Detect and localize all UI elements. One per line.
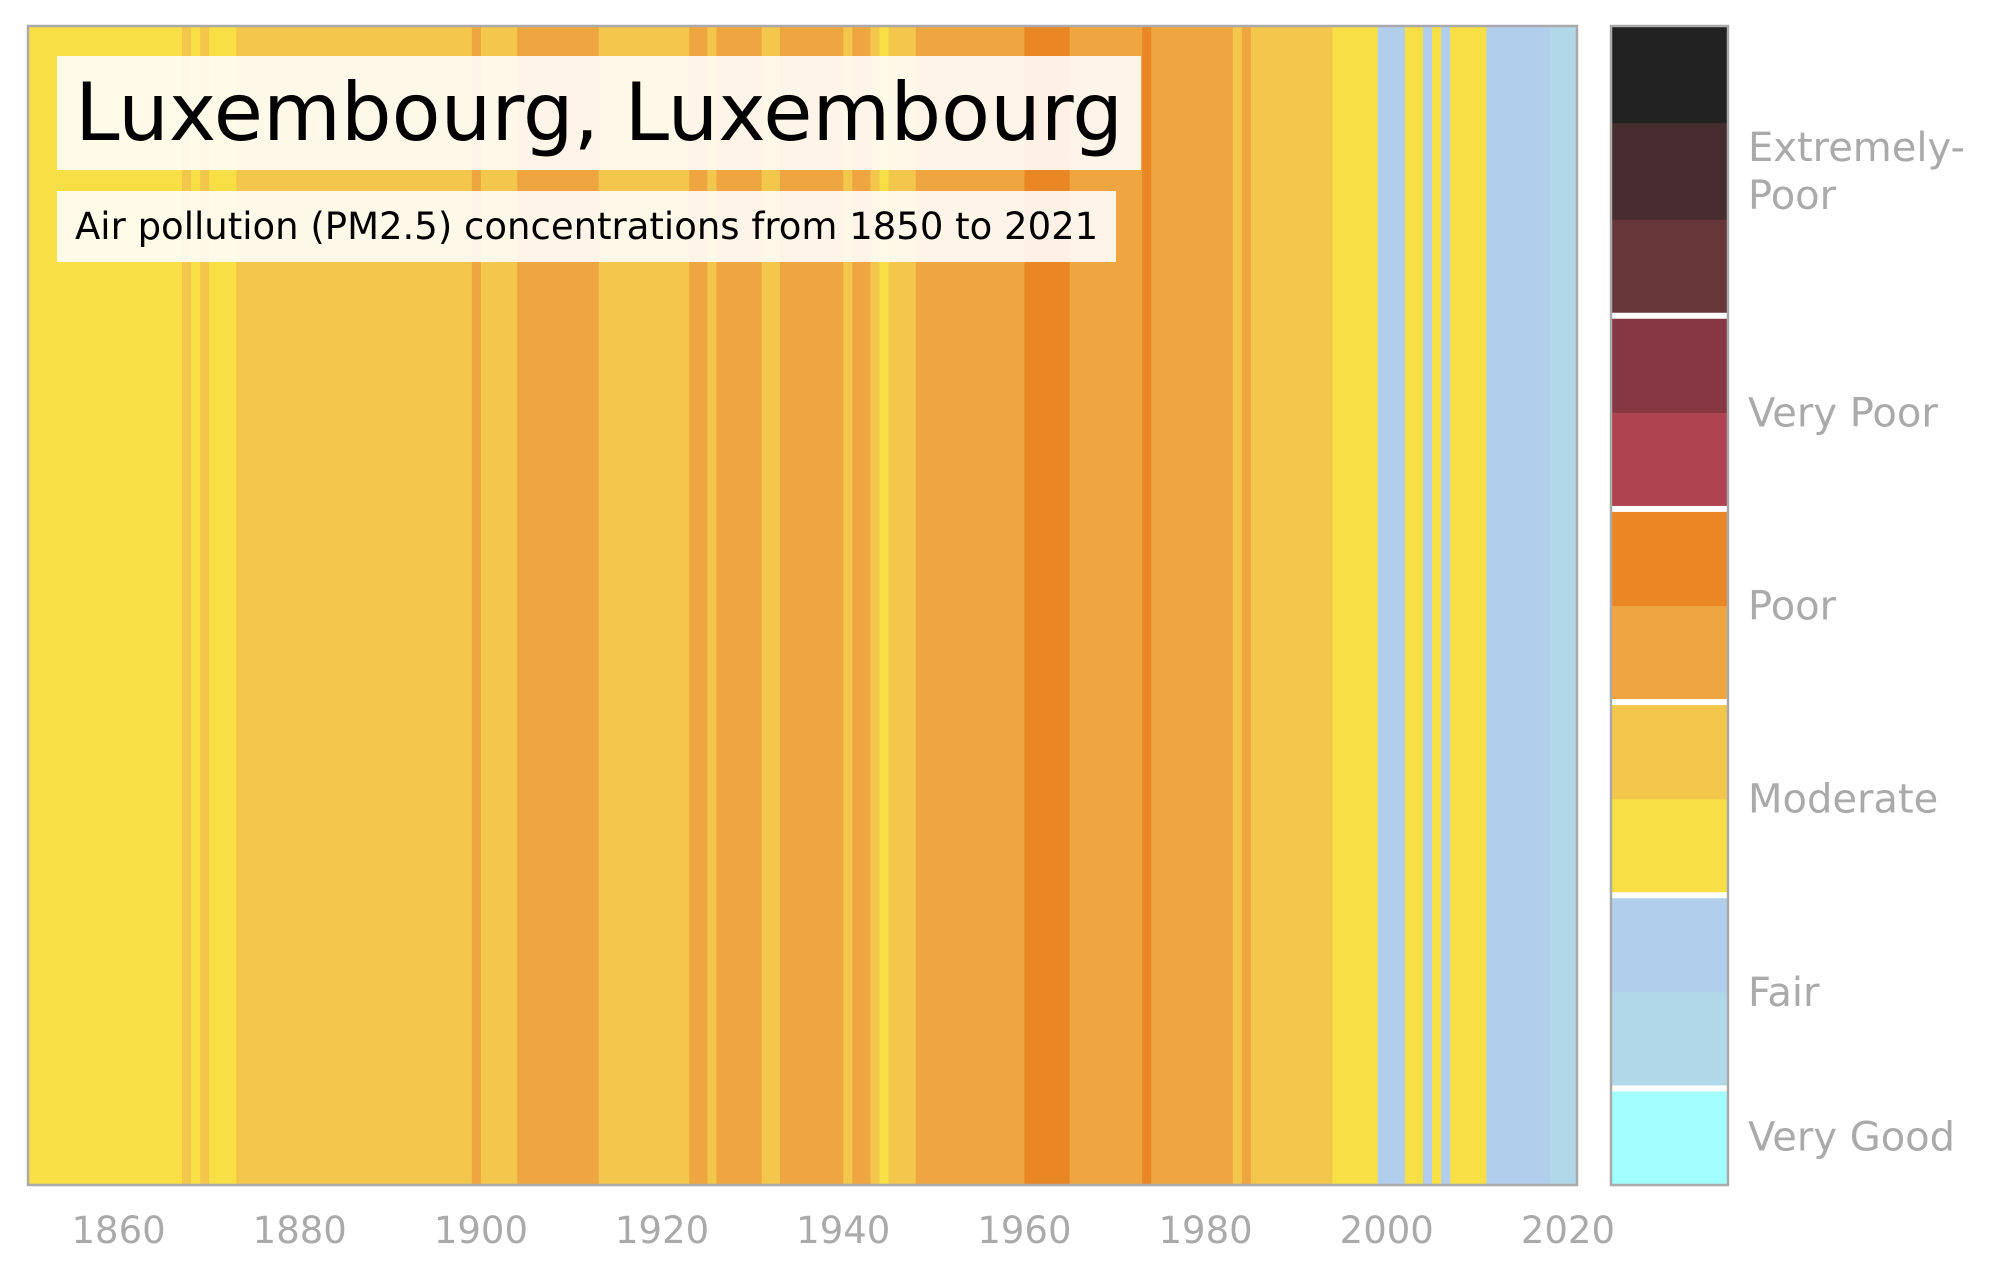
colorbar-cell-5 xyxy=(1611,605,1728,703)
stripe-1985-1994 xyxy=(1250,26,1334,1185)
stripe-1899-1900 xyxy=(471,26,482,1185)
stripe-1867-1868 xyxy=(181,26,192,1185)
stripe-2005-2006 xyxy=(1432,26,1442,1185)
x-tick-label-2000: 2000 xyxy=(1340,1209,1434,1252)
chart-title: Luxembourg, Luxembourg xyxy=(75,66,1124,159)
stripe-1984-1985 xyxy=(1241,26,1252,1185)
x-tick-label-1860: 1860 xyxy=(71,1209,165,1252)
stripe-2011-2018 xyxy=(1486,26,1551,1185)
x-tick-label-1880: 1880 xyxy=(253,1209,347,1252)
subtitle-box: Air pollution (PM2.5) concentrations fro… xyxy=(57,191,1117,262)
colorbar-cell-11 xyxy=(1611,26,1728,124)
colorbar-cell-7 xyxy=(1611,412,1728,510)
x-tick-label-1920: 1920 xyxy=(615,1209,709,1252)
colorbar-cell-0 xyxy=(1611,1088,1728,1186)
stripe-1944-1945 xyxy=(879,26,890,1185)
colorbar-separator-4 xyxy=(1611,505,1728,512)
stripe-1868-1869 xyxy=(191,26,201,1185)
colorbar-frame xyxy=(1609,24,1730,1187)
colorbar-cell-2 xyxy=(1611,895,1728,993)
colorbar-label-extremely-poor: Extremely-Poor xyxy=(1748,125,1965,219)
stripe-2004-2005 xyxy=(1423,26,1433,1185)
colorbar-cell-8 xyxy=(1611,315,1728,413)
stripe-2002-2004 xyxy=(1404,26,1424,1185)
stripe-1983-1984 xyxy=(1232,26,1243,1185)
x-tick-label-2020: 2020 xyxy=(1521,1209,1615,1252)
colorbar-cell-10 xyxy=(1611,122,1728,220)
colorbar-cell-9 xyxy=(1611,219,1728,317)
colorbar-cell-1 xyxy=(1611,991,1728,1090)
colorbar-label-very-poor: Very Poor xyxy=(1748,390,1938,436)
stripe-1994-1999 xyxy=(1332,26,1379,1185)
stripe-2007-2011 xyxy=(1450,26,1488,1185)
stripe-1999-2002 xyxy=(1377,26,1406,1185)
x-tick-label-1940: 1940 xyxy=(796,1209,890,1252)
colorbar-separator-5 xyxy=(1611,312,1728,319)
stripe-2006-2007 xyxy=(1441,26,1451,1185)
x-tick-label-1960: 1960 xyxy=(977,1209,1071,1252)
title-box: Luxembourg, Luxembourg xyxy=(57,56,1142,170)
stripe-1943-1944 xyxy=(870,26,881,1185)
colorbar-cell-4 xyxy=(1611,702,1728,800)
colorbar xyxy=(1611,26,1728,1186)
stripe-1925-1926 xyxy=(707,26,718,1185)
stripe-1931-1933 xyxy=(761,26,781,1185)
colorbar-separator-2 xyxy=(1611,892,1728,899)
colorbar-labels: Very Good Fair Moderate Poor Very Poor Extrem… xyxy=(1748,125,1965,1161)
x-tick-label-1900: 1900 xyxy=(434,1209,528,1252)
stripe-1940-1941 xyxy=(843,26,853,1185)
stripe-1973-1974 xyxy=(1142,26,1152,1185)
chart-subtitle: Air pollution (PM2.5) concentrations fro… xyxy=(75,205,1099,248)
plot-frame xyxy=(26,24,1579,1187)
colorbar-label-moderate: Moderate xyxy=(1748,777,1938,823)
stripe-1974-1983 xyxy=(1151,26,1234,1185)
stripe-1941-1943 xyxy=(852,26,872,1185)
stripe-1869-1870 xyxy=(200,26,210,1185)
colorbar-separator-1 xyxy=(1611,1085,1728,1092)
x-tick-label-1980: 1980 xyxy=(1159,1209,1253,1252)
colorbar-cell-3 xyxy=(1611,798,1728,896)
stripe-2018-2021 xyxy=(1549,26,1578,1185)
colorbar-label-fair: Fair xyxy=(1748,970,1820,1016)
stripe-1923-1925 xyxy=(689,26,708,1185)
colorbar-cell-6 xyxy=(1611,508,1728,607)
colorbar-label-poor: Poor xyxy=(1748,584,1837,630)
colorbar-separator-3 xyxy=(1611,699,1728,706)
x-axis-ticks: 1860 1880 1900 1920 1940 1960 1980 2000 2020 xyxy=(71,1209,1615,1252)
colorbar-label-very-good: Very Good xyxy=(1748,1115,1955,1161)
